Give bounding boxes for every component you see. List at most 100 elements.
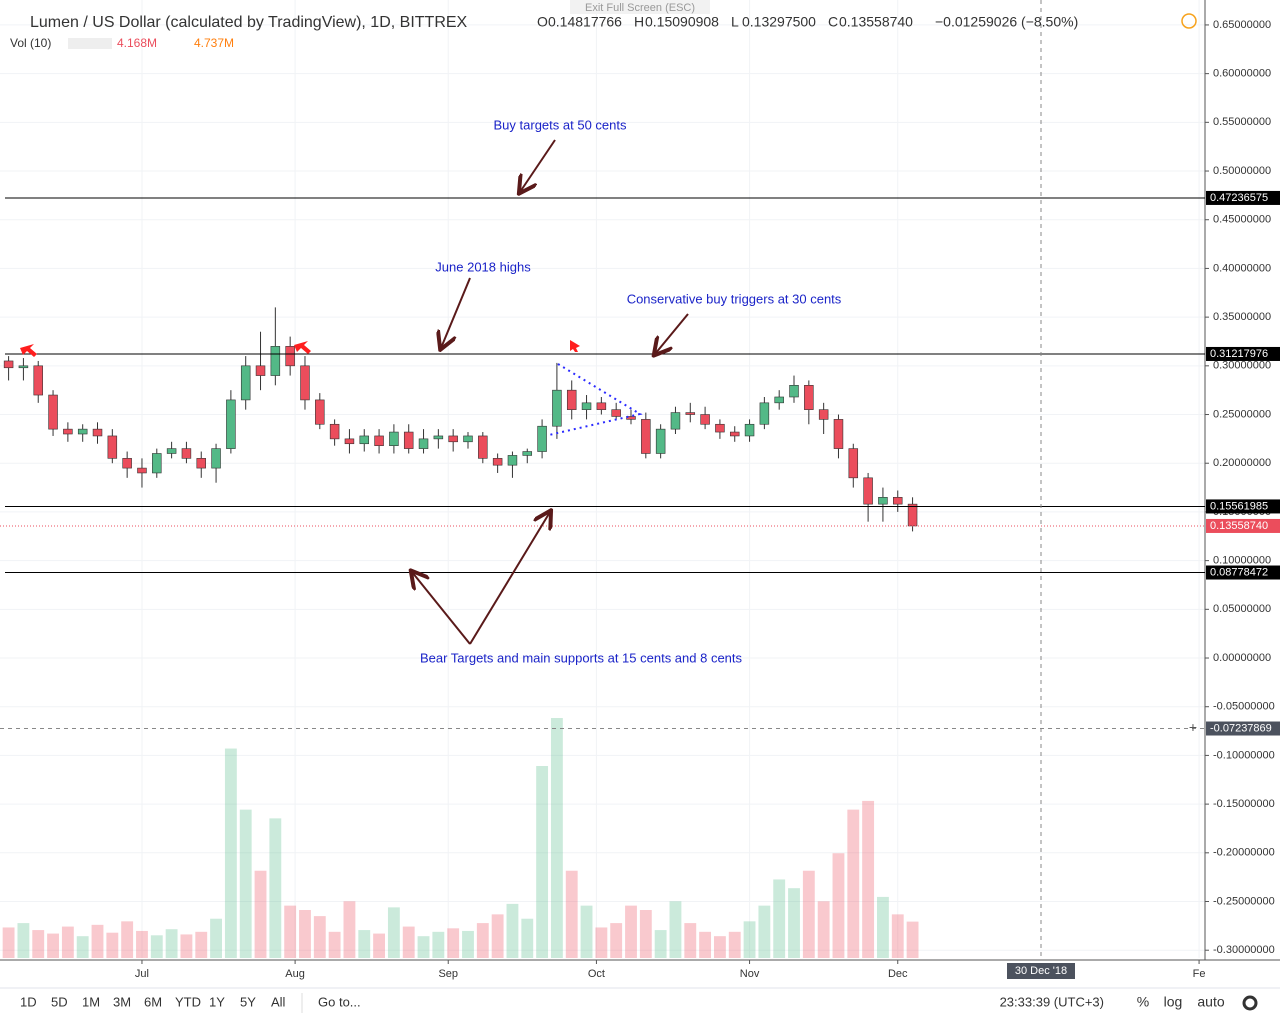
y-tick-label: 0.45000000 [1213,214,1271,226]
candle-body [152,453,162,474]
goto-button[interactable]: Go to... [318,994,361,1009]
annotation-arrow [412,572,471,645]
candle-body [122,458,132,469]
range-button[interactable]: YTD [175,994,201,1009]
volume-bar [402,926,415,958]
y-tick-label: -0.30000000 [1213,944,1275,956]
volume-name: Vol (10) [10,36,51,50]
volume-bar [476,923,489,958]
y-tick-label: 0.30000000 [1213,360,1271,372]
candle-body [566,389,577,410]
level-label-bg [1206,346,1280,361]
y-tick-label: 0.65000000 [1213,19,1271,31]
candle-body [744,423,755,437]
volume-bar [491,914,504,958]
candle-body [537,425,547,452]
candle-body [804,385,814,410]
volume-bar [788,888,800,958]
annotation: Bear Targets and main supports at 15 cen… [420,650,743,665]
alert-icon[interactable] [1181,13,1197,29]
range-button[interactable]: 3M [113,994,131,1009]
candle-body [878,497,888,505]
range-button[interactable]: 1M [82,994,100,1009]
candle-body [552,389,562,427]
volume-bar [210,918,222,958]
volume-bar [521,918,534,958]
annotation-arrow [441,277,471,348]
candle-body [596,402,607,410]
level-label-bg [1206,190,1280,205]
scale-option[interactable]: log [1164,994,1183,1010]
candle-body [270,346,281,376]
triangle-pattern [548,363,643,436]
y-tick-label: -0.25000000 [1213,895,1275,907]
candle-body [374,435,384,446]
crosshair-date-label: 30 Dec '18 [1015,965,1067,977]
candle-body [759,402,770,425]
candle-body [33,365,43,396]
candle-body [863,477,873,505]
x-tick-label: Dec [888,968,908,980]
volume-bar [17,923,30,958]
y-tick-label: 0.00000000 [1213,652,1271,664]
range-button[interactable]: 1D [20,994,37,1009]
candle-body [893,497,903,505]
volume-bar [417,936,430,958]
x-tick-label: Jul [135,968,149,980]
volume-bar [136,930,148,958]
candle-body [181,448,192,459]
volume-bar [239,809,252,958]
crosshair-date-bg [1007,963,1076,979]
candle-body [196,458,206,469]
level-label: 0.15561985 [1210,500,1268,512]
annotation-arrow [655,313,689,354]
scale-option[interactable]: auto [1197,994,1224,1010]
y-tick-label: -0.20000000 [1213,847,1275,859]
candle-body [715,423,725,433]
candle-body [48,394,58,430]
marker-arrow [294,341,311,354]
candle-body [3,360,14,369]
volume-bar [2,927,15,958]
volume-bar [150,935,163,958]
clock: 23:33:39 (UTC+3) [1000,994,1104,1009]
settings-icon[interactable] [1242,995,1258,1011]
volume-bar [595,927,608,958]
level-label-bg [1206,499,1280,514]
legend-value: 0.13297500 [742,14,816,30]
legend-key: L [731,14,739,30]
candle-body [300,365,310,401]
indicator-controls[interactable] [68,38,112,49]
volume-bar [61,926,74,958]
volume-bar [906,921,919,958]
level-label-bg [1206,565,1280,580]
volume-bar [106,932,119,958]
volume-bar [669,901,682,958]
range-button[interactable]: All [271,994,286,1009]
range-button[interactable]: 5Y [240,994,256,1009]
candle-body [448,435,458,443]
x-tick-label: Fe [1193,968,1206,980]
range-button[interactable]: 6M [144,994,162,1009]
volume-bar [743,921,756,958]
candle-body [63,428,73,435]
last-price-label: 0.13558740 [1210,520,1268,532]
x-tick-label: Oct [588,968,605,980]
volume-bar [165,929,178,958]
range-button[interactable]: 5D [51,994,68,1009]
candle-body [315,399,325,425]
candle-body [433,435,444,440]
scale-option[interactable]: % [1137,994,1149,1010]
candle-body [226,399,236,449]
y-tick-label: 0.05000000 [1213,603,1271,615]
candle-body [137,467,147,474]
exit-fullscreen[interactable]: Exit Full Screen (ESC) [585,2,695,14]
volume-bar [817,901,830,958]
volume-bar [862,800,875,958]
range-button[interactable]: 1Y [209,994,225,1009]
volume-bar [832,853,845,958]
volume-bar [76,936,89,958]
y-tick-label: -0.10000000 [1213,749,1275,761]
candle-body [611,409,621,417]
